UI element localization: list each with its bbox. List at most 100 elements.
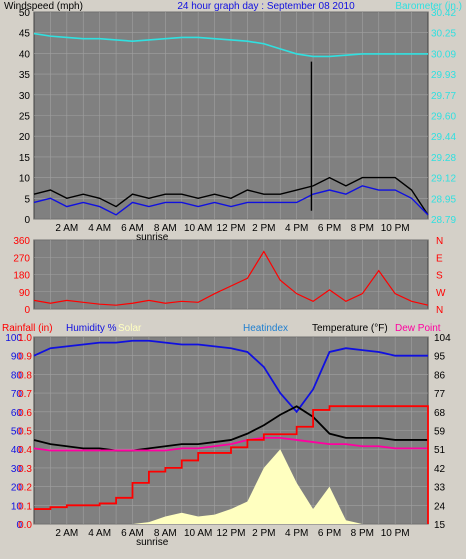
time-tick-label: 4 PM bbox=[285, 223, 308, 234]
time-tick-label: 12 PM bbox=[217, 528, 246, 539]
humidity-tick-label: 20 bbox=[11, 483, 23, 494]
wind-tick-label: 30 bbox=[19, 91, 31, 102]
baro-tick-label: 29.77 bbox=[431, 91, 456, 102]
compass-label: S bbox=[436, 271, 443, 282]
baro-tick-label: 30.42 bbox=[431, 8, 456, 19]
graph-title: 24 hour graph day : September 08 2010 bbox=[177, 1, 355, 12]
temp-tick-label: 86 bbox=[434, 370, 446, 381]
wind-speed-line bbox=[33, 185, 429, 216]
humidity-tick-label: 10 bbox=[11, 501, 23, 512]
baro-tick-label: 29.93 bbox=[431, 70, 456, 81]
temp-tick-label: 68 bbox=[434, 408, 446, 419]
time-tick-label: 10 AM bbox=[184, 223, 212, 234]
time-tick-label: 8 PM bbox=[351, 528, 374, 539]
humidity-tick-label: 0 bbox=[16, 520, 22, 531]
time-tick-label: 2 AM bbox=[55, 223, 78, 234]
barometer-line bbox=[33, 32, 428, 58]
dewpoint-line bbox=[33, 436, 428, 452]
temperature-axis-label: Temperature (°F) bbox=[312, 323, 388, 334]
wind-axis-label: Windspeed (mph) bbox=[4, 1, 83, 12]
direction-tick-label: 0 bbox=[24, 305, 30, 316]
rainfall-axis-label: Rainfall (in) bbox=[2, 323, 53, 334]
baro-tick-label: 29.60 bbox=[431, 112, 456, 123]
baro-tick-label: 28.95 bbox=[431, 194, 456, 205]
wind-tick-label: 50 bbox=[19, 8, 31, 19]
time-tick-label: 10 PM bbox=[381, 223, 410, 234]
baro-tick-label: 29.12 bbox=[431, 174, 456, 185]
temp-tick-label: 95 bbox=[434, 352, 446, 363]
humidity-tick-label: 90 bbox=[11, 352, 23, 363]
time-tick-label: 2 PM bbox=[252, 223, 275, 234]
time-tick-label: 10 AM bbox=[184, 528, 212, 539]
rain-tick-label: 0.3 bbox=[18, 464, 32, 475]
heatindex-label: Heatindex bbox=[243, 323, 288, 334]
rain-tick-label: 0.0 bbox=[18, 520, 32, 531]
dewpoint-label: Dew Point bbox=[395, 323, 441, 334]
temp-tick-label: 51 bbox=[434, 445, 446, 456]
humidity-tick-label: 50 bbox=[11, 427, 23, 438]
humidity-tick-label: 60 bbox=[11, 408, 23, 419]
sunrise-label: sunrise bbox=[136, 232, 169, 243]
compass-label: N bbox=[436, 236, 443, 247]
humidity-axis-label: Humidity % bbox=[66, 323, 117, 334]
time-tick-label: 6 AM bbox=[121, 223, 144, 234]
time-tick-label: 2 PM bbox=[252, 528, 275, 539]
time-tick-label: 8 AM bbox=[154, 528, 177, 539]
humidity-tick-label: 40 bbox=[11, 445, 23, 456]
rain-tick-label: 0.6 bbox=[18, 408, 32, 419]
time-tick-label: 4 PM bbox=[285, 528, 308, 539]
rain-tick-label: 1.0 bbox=[18, 333, 32, 344]
direction-tick-label: 180 bbox=[13, 271, 30, 282]
baro-tick-label: 29.28 bbox=[431, 153, 456, 164]
rain-tick-label: 0.8 bbox=[18, 370, 32, 381]
temp-tick-label: 15 bbox=[434, 520, 446, 531]
temperature-line bbox=[33, 405, 428, 452]
time-tick-label: 4 AM bbox=[88, 528, 111, 539]
compass-label: N bbox=[436, 305, 443, 316]
temp-tick-label: 104 bbox=[434, 333, 451, 344]
humidity-line bbox=[33, 339, 428, 414]
time-tick-label: 12 PM bbox=[217, 223, 246, 234]
time-tick-label: 8 AM bbox=[154, 223, 177, 234]
baro-tick-label: 30.09 bbox=[431, 49, 456, 60]
rainfall-line bbox=[34, 405, 429, 524]
wind-tick-label: 25 bbox=[19, 112, 31, 123]
direction-tick-label: 270 bbox=[13, 253, 30, 264]
wind-tick-label: 0 bbox=[24, 215, 30, 226]
time-tick-label: 6 AM bbox=[121, 528, 144, 539]
time-tick-label: 10 PM bbox=[381, 528, 410, 539]
wind-tick-label: 10 bbox=[19, 174, 31, 185]
wind-gust-line bbox=[33, 176, 429, 216]
temp-tick-label: 42 bbox=[434, 464, 446, 475]
direction-tick-label: 360 bbox=[13, 236, 30, 247]
wind-tick-label: 15 bbox=[19, 153, 31, 164]
solar-label: Solar bbox=[118, 323, 142, 334]
direction-tick-label: 90 bbox=[19, 288, 31, 299]
baro-axis-label: Barometer (in.) bbox=[395, 1, 462, 12]
compass-label: E bbox=[436, 253, 443, 264]
rain-tick-label: 0.7 bbox=[18, 389, 32, 400]
time-tick-label: 8 PM bbox=[351, 223, 374, 234]
rain-tick-label: 0.9 bbox=[18, 352, 32, 363]
sunrise-label: sunrise bbox=[136, 537, 169, 548]
wind-direction-line bbox=[33, 250, 429, 306]
baro-tick-label: 30.25 bbox=[431, 29, 456, 40]
humidity-tick-label: 70 bbox=[11, 389, 23, 400]
time-tick-label: 6 PM bbox=[318, 528, 341, 539]
time-tick-label: 2 AM bbox=[55, 528, 78, 539]
time-tick-label: 4 AM bbox=[88, 223, 111, 234]
rain-tick-label: 0.1 bbox=[18, 501, 32, 512]
solar-area bbox=[34, 449, 428, 524]
wind-tick-label: 45 bbox=[19, 29, 31, 40]
temp-tick-label: 59 bbox=[434, 427, 446, 438]
rain-tick-label: 0.4 bbox=[18, 445, 32, 456]
wind-tick-label: 35 bbox=[19, 70, 31, 81]
humidity-tick-label: 80 bbox=[11, 370, 23, 381]
temp-tick-label: 33 bbox=[434, 483, 446, 494]
wind-tick-label: 20 bbox=[19, 132, 31, 143]
baro-tick-label: 29.44 bbox=[431, 132, 456, 143]
temp-tick-label: 77 bbox=[434, 389, 446, 400]
temp-tick-label: 24 bbox=[434, 501, 446, 512]
